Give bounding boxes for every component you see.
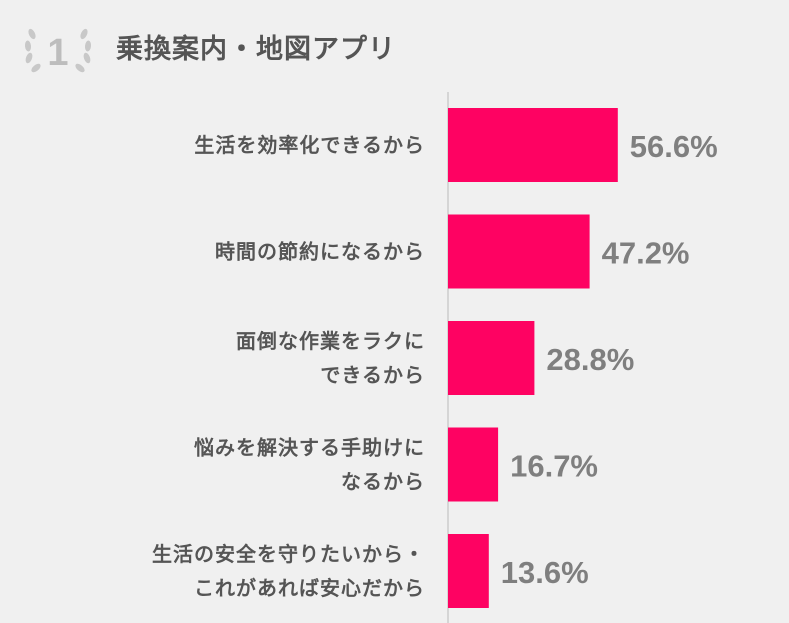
bar-2	[448, 214, 590, 289]
bar-4	[448, 427, 499, 502]
value-label-4: 16.7%	[510, 449, 598, 484]
category-label-1: 生活を効率化できるから	[194, 133, 425, 157]
category-label-3-line-2: できるから	[320, 363, 425, 387]
rank-number: 1	[47, 32, 68, 74]
bar-1	[448, 108, 618, 182]
bar-5	[448, 534, 489, 608]
value-label-3: 28.8%	[546, 342, 634, 377]
laurel-right-icon	[75, 28, 92, 73]
category-label-5-line-2: これがあれば安心だから	[194, 576, 425, 600]
category-label-5-line-1: 生活の安全を守りたいから・	[152, 542, 425, 566]
page-title: 乗換案内・地図アプリ	[116, 34, 396, 65]
category-label-3-line-1: 面倒な作業をラクに	[236, 329, 425, 353]
chart-header: 1 乗換案内・地図アプリ	[0, 0, 789, 90]
bar-3	[448, 321, 535, 395]
laurel-left-icon	[24, 28, 41, 73]
value-label-1: 56.6%	[630, 129, 718, 164]
rank-badge: 1	[24, 28, 92, 74]
value-label-5: 13.6%	[501, 555, 589, 590]
category-label-4-line-2: なるから	[341, 470, 425, 494]
category-label-4-line-1: 悩みを解決する手助けに	[194, 436, 425, 460]
category-label-2: 時間の節約になるから	[215, 240, 425, 264]
value-label-2: 47.2%	[602, 236, 690, 271]
